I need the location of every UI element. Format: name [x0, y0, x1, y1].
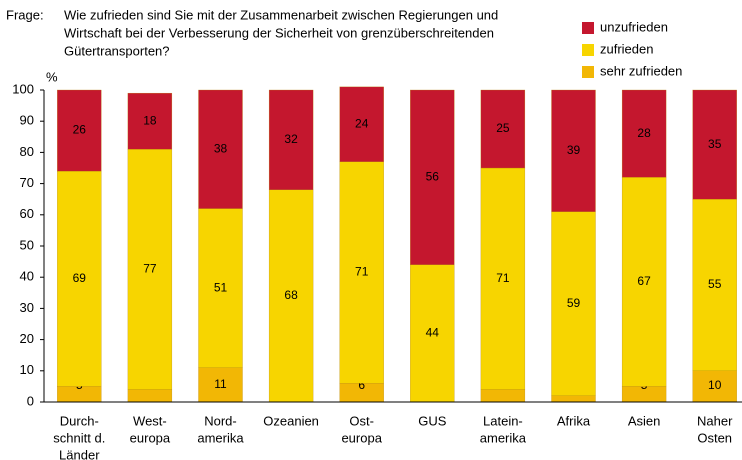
- bar-segment: [551, 211, 596, 396]
- value-label: 28: [637, 126, 651, 140]
- x-tick-label: Osten: [697, 430, 732, 445]
- y-tick-label: 60: [20, 206, 34, 221]
- legend-label: zufrieden: [600, 41, 653, 56]
- bar-segment: [339, 86, 384, 162]
- value-label: 59: [567, 296, 581, 310]
- legend-swatch: [582, 66, 594, 78]
- x-tick-label: Durch-: [60, 413, 99, 428]
- bar-segment: [268, 89, 314, 190]
- value-label: 6: [358, 378, 365, 392]
- bar-segment: [127, 149, 173, 390]
- value-label: 56: [426, 170, 440, 184]
- y-tick-label: 30: [20, 300, 34, 315]
- value-label: 38: [214, 141, 228, 155]
- x-tick-label: GUS: [418, 413, 447, 428]
- bar-segment: [692, 370, 737, 403]
- bar-segment: [480, 167, 526, 390]
- bar-segment: [621, 89, 667, 178]
- x-tick-label: Nord-: [204, 413, 237, 428]
- value-label: 51: [214, 280, 228, 294]
- bar-segment: [57, 89, 102, 172]
- bar-segment: [268, 189, 314, 403]
- x-tick-label: Ozeanien: [263, 413, 319, 428]
- value-label: 10: [708, 378, 722, 392]
- value-label: 77: [143, 262, 157, 276]
- value-label: 69: [73, 271, 87, 285]
- value-label: 26: [73, 123, 87, 137]
- bar-segment: [57, 170, 102, 387]
- x-tick-label: Naher: [697, 413, 733, 428]
- y-tick-label: 70: [20, 175, 34, 190]
- value-label: 71: [496, 271, 510, 285]
- y-unit: %: [46, 69, 58, 84]
- bar-segment: [198, 89, 243, 209]
- value-label: 44: [426, 326, 440, 340]
- y-tick-label: 50: [20, 237, 34, 252]
- bar-segment: [692, 89, 737, 200]
- y-tick-label: 80: [20, 144, 34, 159]
- y-tick-label: 100: [12, 81, 34, 96]
- x-tick-label: Ost-: [349, 413, 374, 428]
- y-tick-label: 0: [27, 393, 34, 408]
- bar-segment: [198, 367, 243, 403]
- bar-segment: [480, 89, 526, 169]
- x-tick-label: Latein-: [483, 413, 523, 428]
- bar-segment: [127, 92, 173, 150]
- value-label: 35: [708, 137, 722, 151]
- x-tick-label: Afrika: [557, 413, 591, 428]
- legend-label: sehr zufrieden: [600, 63, 682, 78]
- bar-segment: [551, 395, 596, 403]
- chart-title: Wirtschaft bei der Verbesserung der Sich…: [64, 25, 494, 40]
- legend-swatch: [582, 22, 594, 34]
- value-label: 11: [214, 377, 227, 391]
- bar-segment: [339, 161, 384, 384]
- x-tick-label: europa: [341, 430, 382, 445]
- x-tick-label: europa: [130, 430, 171, 445]
- bar-segment: [551, 89, 596, 212]
- y-tick-label: 40: [20, 269, 34, 284]
- bar-segment: [692, 199, 737, 371]
- x-tick-label: Asien: [628, 413, 661, 428]
- value-label: 67: [637, 274, 651, 288]
- value-label: 24: [355, 116, 369, 130]
- bar-segment: [410, 89, 455, 265]
- bar-segment: [198, 208, 243, 368]
- y-tick-label: 90: [20, 113, 34, 128]
- chart-title: Wie zufrieden sind Sie mit der Zusammena…: [64, 7, 498, 22]
- x-tick-label: schnitt d.: [53, 430, 105, 445]
- bar-segment: [621, 177, 667, 387]
- y-tick-label: 20: [20, 331, 34, 346]
- title-prefix: Frage:: [6, 7, 44, 22]
- value-label: 18: [143, 113, 157, 127]
- x-tick-label: amerika: [197, 430, 244, 445]
- value-label: 39: [567, 143, 581, 157]
- chart-title: Gütertransporten?: [64, 43, 170, 58]
- value-label: 25: [496, 121, 510, 135]
- legend-swatch: [582, 44, 594, 56]
- value-label: 68: [284, 288, 298, 302]
- x-tick-label: West-: [133, 413, 167, 428]
- legend-label: unzufrieden: [600, 19, 668, 34]
- value-label: 71: [355, 265, 369, 279]
- y-tick-label: 10: [20, 362, 34, 377]
- x-tick-label: Länder: [59, 447, 100, 460]
- x-tick-label: amerika: [480, 430, 527, 445]
- value-label: 55: [708, 277, 722, 291]
- value-label: 32: [284, 132, 298, 146]
